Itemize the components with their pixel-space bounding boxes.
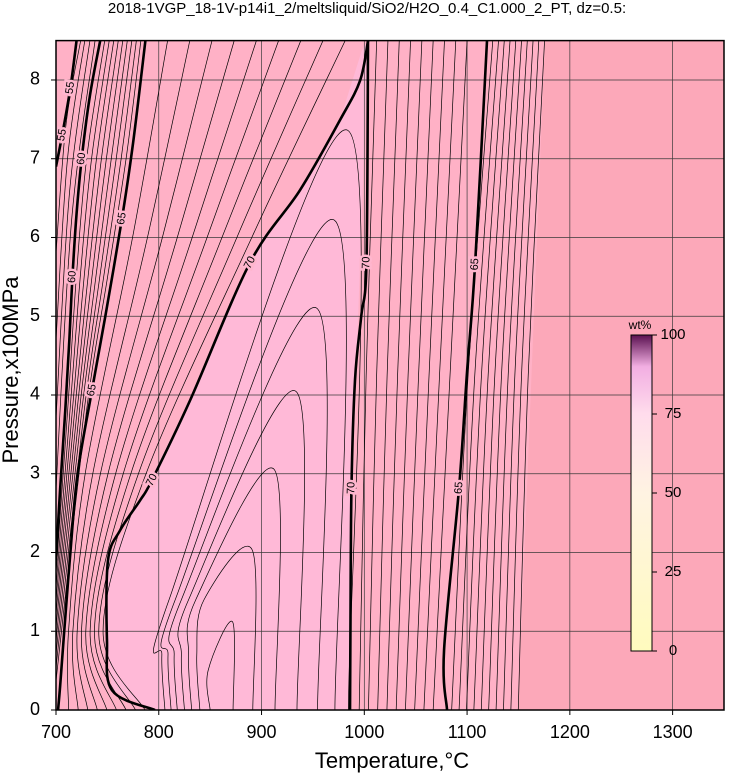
contour-line	[473, 40, 511, 711]
contour-line	[81, 40, 235, 711]
contour-line	[458, 40, 499, 711]
contour-line	[160, 219, 347, 711]
contour-line	[56, 40, 82, 254]
colorbar-label: wt%	[628, 318, 652, 332]
contour-line	[414, 40, 445, 711]
colorbar-tick-label: 50	[665, 484, 682, 501]
contour-line	[94, 40, 302, 711]
contour-line	[395, 40, 423, 711]
contour-line	[85, 40, 257, 711]
contour-label: 60	[66, 270, 79, 283]
contour-label: 65	[85, 383, 99, 397]
contour-line	[488, 40, 522, 711]
x-axis-label: Temperature,°C	[315, 748, 469, 773]
contour-line	[377, 40, 400, 711]
x-tick-label: 900	[247, 722, 277, 742]
colorbar-tick-label: 25	[665, 563, 682, 580]
contour-line	[503, 40, 534, 711]
contour-line-major	[442, 40, 489, 711]
contour-label: 55	[63, 81, 77, 95]
contour-line	[152, 129, 362, 711]
y-tick-label: 8	[30, 69, 40, 89]
y-tick-label: 1	[30, 620, 40, 640]
x-tick-label: 1300	[653, 722, 693, 742]
contour-line	[368, 40, 389, 711]
contour-line	[196, 546, 257, 711]
contour-line-major	[56, 40, 147, 711]
contour-line	[56, 40, 115, 601]
contour-line	[495, 40, 528, 711]
contour-label: 55	[55, 128, 69, 142]
contour-line	[76, 40, 213, 711]
y-tick-label: 2	[30, 541, 40, 561]
contour-line	[168, 307, 328, 711]
contour-line	[206, 620, 235, 711]
contour-line	[405, 40, 434, 711]
contour-line	[102, 40, 346, 711]
x-tick-label: 1200	[550, 722, 590, 742]
contour-label: 65	[115, 212, 129, 226]
contour-line	[451, 40, 494, 711]
contour-label: 65	[452, 481, 465, 494]
contour-line	[98, 40, 324, 711]
contour-line	[56, 40, 128, 641]
contour-line	[432, 40, 468, 711]
contour-line	[517, 40, 545, 711]
contour-line	[56, 40, 133, 655]
contour-label: 70	[360, 256, 372, 269]
y-tick-label: 0	[30, 699, 40, 719]
y-tick-label: 6	[30, 226, 40, 246]
y-tick-label: 7	[30, 147, 40, 167]
contour-line	[186, 467, 281, 711]
contour-line	[66, 40, 168, 711]
contour-line	[72, 40, 191, 711]
contour-line	[510, 40, 540, 711]
colorbar-tick-label: 0	[669, 642, 677, 659]
y-tick-label: 4	[30, 384, 40, 404]
contour-line	[56, 40, 137, 668]
contour-line	[466, 40, 505, 711]
contour-line	[177, 390, 305, 711]
plot-frame	[55, 39, 725, 711]
y-tick-label: 3	[30, 462, 40, 482]
colorbar-axis: 0 25 50 75 100	[652, 326, 686, 659]
contour-line	[56, 40, 106, 574]
contour-line	[56, 40, 86, 340]
contour-line-major	[56, 40, 102, 561]
x-tick-label: 700	[41, 722, 71, 742]
chart-title: 2018-1VGP_18-1V-p14i1_2/meltsliquid/SiO2…	[108, 0, 626, 17]
region-fill	[107, 40, 368, 711]
contour-line-major	[105, 40, 370, 711]
contour-line	[56, 40, 110, 588]
x-tick-label: 800	[144, 722, 174, 742]
contour-line	[423, 40, 457, 711]
contour-line	[56, 40, 91, 419]
contour-label: 65	[469, 258, 482, 271]
contour-label: 60	[75, 152, 88, 166]
contour-line	[56, 40, 142, 681]
x-tick-label: 1100	[448, 722, 487, 742]
contour-line	[89, 40, 279, 711]
contour-line-major	[56, 40, 78, 167]
y-axis-label: Pressure,x100MPa	[0, 276, 23, 464]
contour-line	[480, 40, 517, 711]
x-tick-label: 1000	[344, 722, 384, 742]
contour-line	[386, 40, 411, 711]
contour-line	[56, 40, 96, 490]
colorbar	[630, 334, 653, 652]
colorbar-tick-label: 75	[665, 405, 682, 422]
contours	[56, 40, 545, 711]
plot-background	[56, 40, 724, 711]
colorbar-tick-label: 100	[660, 326, 685, 343]
y-tick-label: 5	[30, 305, 40, 325]
contour-label: 70	[345, 482, 357, 494]
contour-line	[56, 40, 119, 614]
contour-line	[358, 40, 377, 711]
contour-line	[56, 40, 124, 628]
